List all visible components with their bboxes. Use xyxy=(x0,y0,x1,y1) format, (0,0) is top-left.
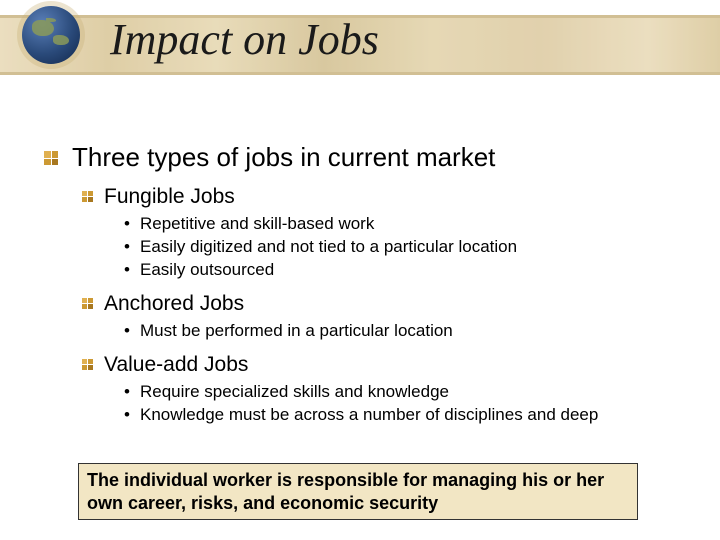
level3-group: Repetitive and skill-based work Easily d… xyxy=(124,213,692,282)
level1-text: Three types of jobs in current market xyxy=(72,142,495,172)
globe-icon xyxy=(22,6,80,64)
level2-text: Value-add Jobs xyxy=(104,353,248,376)
level2-item: Anchored Jobs xyxy=(104,292,692,316)
level3-item: Easily digitized and not tied to a parti… xyxy=(124,236,692,259)
level2-item: Fungible Jobs xyxy=(104,185,692,209)
level3-item: Require specialized skills and knowledge xyxy=(124,381,692,404)
level1-item: Three types of jobs in current market xyxy=(72,142,692,173)
level2-text: Fungible Jobs xyxy=(104,185,235,208)
diamond-bullet-icon xyxy=(82,191,93,202)
level3-item: Must be performed in a particular locati… xyxy=(124,320,692,343)
diamond-bullet-icon xyxy=(82,298,93,309)
callout-box: The individual worker is responsible for… xyxy=(78,463,638,520)
level2-text: Anchored Jobs xyxy=(104,292,244,315)
level3-group: Must be performed in a particular locati… xyxy=(124,320,692,343)
level2-item: Value-add Jobs xyxy=(104,353,692,377)
slide-body: Three types of jobs in current market Fu… xyxy=(72,142,692,437)
level3-group: Require specialized skills and knowledge… xyxy=(124,381,692,427)
level3-item: Repetitive and skill-based work xyxy=(124,213,692,236)
level3-item: Knowledge must be across a number of dis… xyxy=(124,404,692,427)
level2-group: Fungible Jobs Repetitive and skill-based… xyxy=(104,185,692,427)
diamond-bullet-icon xyxy=(44,151,58,165)
level3-item: Easily outsourced xyxy=(124,259,692,282)
slide-title: Impact on Jobs xyxy=(110,14,379,65)
diamond-bullet-icon xyxy=(82,359,93,370)
